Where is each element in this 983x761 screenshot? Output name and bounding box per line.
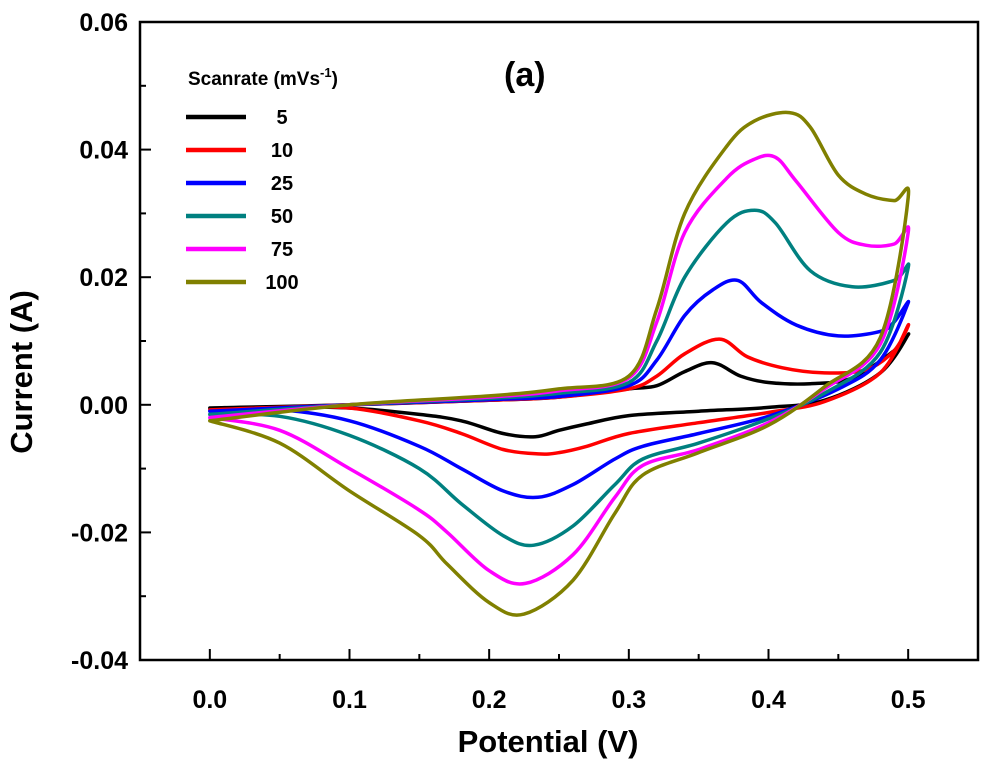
legend-title-sup: -1 [320, 65, 332, 80]
y-tick-label: 0.00 [79, 392, 128, 420]
legend-label-100: 100 [265, 272, 298, 294]
y-tick-label: -0.04 [71, 647, 128, 675]
y-tick-label: 0.04 [79, 137, 128, 165]
series-line-5 [208, 332, 911, 439]
legend-title-main: Scanrate (mVs [188, 69, 320, 90]
x-tick-label: 0.2 [472, 686, 507, 714]
series-line-10 [208, 323, 911, 456]
x-tick-label: 0.5 [891, 686, 926, 714]
legend-title-end: ) [332, 69, 338, 90]
legend-title: Scanrate (mVs-1) [188, 65, 338, 90]
series-line-50 [208, 208, 911, 548]
panel-label: (a) [504, 56, 546, 94]
axis-ticks: 0.0 0.1 0.2 0.3 0.4 0.5 -0.04 -0.02 0.00 0.02 0.04… [71, 9, 979, 714]
series-line-25 [208, 278, 911, 500]
x-tick-label: 0.0 [192, 686, 227, 714]
x-tick-label: 0.4 [751, 686, 786, 714]
x-tick-label: 0.1 [332, 686, 367, 714]
legend-items: 5 10 25 50 75 100 [186, 107, 299, 294]
legend: Scanrate (mVs-1) 5 10 25 50 75 100 [186, 65, 338, 294]
legend-label-25: 25 [271, 173, 293, 195]
y-tick-label: 0.02 [79, 264, 128, 292]
legend-label-10: 10 [271, 140, 293, 162]
legend-label-5: 5 [276, 107, 287, 129]
x-axis-title: Potential (V) [458, 724, 639, 759]
legend-label-75: 75 [271, 239, 293, 261]
x-tick-label: 0.3 [611, 686, 646, 714]
legend-label-50: 50 [271, 206, 293, 228]
y-tick-label: 0.06 [79, 9, 128, 37]
series-line-100 [208, 110, 911, 617]
y-axis-title: Current (A) [4, 290, 39, 454]
plot-frame [138, 20, 980, 662]
y-tick-label: -0.02 [71, 519, 128, 547]
data-curves [208, 110, 911, 617]
